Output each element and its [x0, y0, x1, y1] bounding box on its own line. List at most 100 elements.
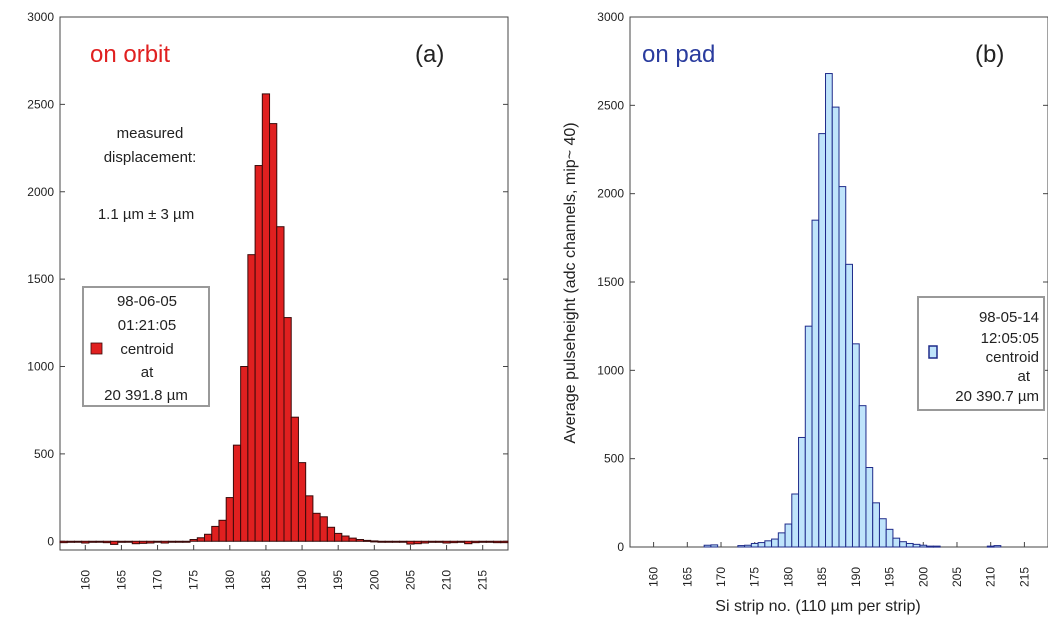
legend-time: 12:05:05	[981, 330, 1039, 347]
histogram-bar	[757, 542, 766, 548]
histogram-bar	[500, 540, 509, 544]
histogram-bar	[471, 540, 480, 544]
histogram-bar	[232, 444, 242, 542]
histogram-bar	[131, 540, 140, 545]
y-tick-label: 2500	[597, 98, 624, 112]
y-tick-labels: 0 500 1000 1500 2000 2500 3000	[27, 10, 54, 548]
x-tick-label: 165	[680, 567, 694, 587]
histogram-bar	[269, 123, 278, 542]
histogram-bar	[919, 544, 928, 548]
legend-frame	[917, 296, 1045, 411]
legend-time: 01:21:05	[118, 317, 176, 334]
x-tick-label: 210	[984, 567, 998, 587]
legend-date: 98-06-05	[117, 293, 177, 310]
histogram-bars	[59, 93, 509, 545]
histogram-bar	[804, 325, 813, 548]
annotation-line-1: measured	[117, 125, 184, 142]
x-tick-labels: 160 165 170 175 180 185 190 195 200 205 210 215	[78, 570, 489, 590]
histogram-bar	[225, 497, 234, 542]
histogram-bar	[66, 540, 75, 543]
legend-at: at	[1017, 368, 1030, 385]
histogram-bar	[485, 540, 495, 543]
legend-value: 20 391.8 µm	[104, 387, 188, 404]
histogram-bar	[818, 133, 827, 548]
histogram-bar	[261, 93, 271, 542]
annotation-line-3: 1.1 µm ± 3 µm	[98, 206, 194, 223]
histogram-bar	[899, 541, 907, 548]
histogram-bar	[798, 436, 806, 548]
histogram-bar	[196, 537, 206, 542]
y-tick-label: 3000	[27, 10, 54, 24]
histogram-bar	[420, 540, 430, 544]
histogram-bar	[247, 254, 256, 542]
histogram-bar	[865, 467, 874, 548]
panel-tag: (a)	[415, 41, 444, 68]
x-tick-label: 205	[403, 570, 417, 590]
histogram-bar	[81, 540, 90, 544]
histogram-bar	[993, 545, 1002, 548]
x-tick-labels: 160 165 170 175 180 185 190 195 200 205 210 215	[647, 567, 1032, 587]
histogram-bar	[750, 542, 759, 548]
legend-label: centroid	[120, 341, 173, 358]
histogram-bar	[737, 545, 746, 548]
x-tick-label: 215	[1017, 567, 1031, 587]
legend-date: 98-05-14	[979, 309, 1039, 326]
histogram-bar	[88, 540, 97, 543]
x-tick-label: 185	[259, 570, 273, 590]
histogram-bar	[153, 540, 162, 543]
histogram-bar	[703, 544, 712, 548]
x-tick-label: 180	[781, 567, 795, 587]
histogram-bar	[276, 226, 285, 542]
x-tick-label: 210	[440, 570, 454, 590]
histogram-bar	[926, 545, 934, 548]
histogram-bar	[319, 516, 328, 542]
x-tick-label: 180	[223, 570, 237, 590]
y-tick-label: 0	[617, 540, 624, 554]
histogram-bar	[710, 544, 719, 548]
histogram-bar	[348, 537, 357, 542]
legend-label: centroid	[986, 349, 1039, 366]
histogram-bar	[110, 540, 119, 545]
histogram-bar	[326, 526, 336, 542]
y-tick-label: 0	[47, 534, 54, 548]
panel-title: on orbit	[90, 41, 170, 68]
histogram-bar	[449, 540, 458, 544]
histogram-bar	[95, 540, 104, 543]
y-tick-label: 2500	[27, 97, 54, 111]
y-tick-label: 2000	[597, 187, 624, 201]
y-tick-label: 1000	[27, 360, 54, 374]
histogram-bar	[435, 540, 444, 543]
histogram-bar	[791, 493, 800, 548]
histogram-bar	[305, 495, 314, 542]
y-tick-label: 500	[34, 447, 54, 461]
y-tick-label: 3000	[597, 10, 624, 24]
histogram-bar	[777, 532, 786, 548]
y-tick-label: 500	[604, 452, 624, 466]
x-tick-label: 160	[78, 570, 92, 590]
histogram-bar	[370, 540, 379, 543]
x-tick-label: 170	[151, 570, 165, 590]
histogram-bar	[312, 512, 321, 542]
x-tick-label: 200	[367, 570, 381, 590]
histogram-bar	[290, 416, 299, 542]
legend-swatch	[928, 345, 938, 359]
legend-swatch	[90, 342, 103, 355]
histogram-bar	[932, 545, 941, 548]
histogram-bar	[912, 543, 921, 548]
histogram-bar	[362, 539, 372, 542]
y-tick-label: 1000	[597, 363, 624, 377]
y-tick-label: 1500	[27, 272, 54, 286]
panel-title: on pad	[642, 41, 715, 68]
histogram-bar	[240, 366, 249, 542]
histogram-bar	[117, 540, 126, 543]
histogram-bar	[456, 540, 466, 543]
histogram-bar	[878, 518, 887, 548]
x-tick-label: 200	[916, 567, 930, 587]
x-tick-label: 185	[815, 567, 829, 587]
legend-box: 98-06-05 01:21:05 centroid at 20 391.8 µ…	[82, 286, 210, 407]
x-tick-label: 160	[647, 567, 661, 587]
y-tick-label: 1500	[597, 275, 624, 289]
histogram-bar	[355, 539, 364, 542]
x-tick-label: 175	[187, 570, 201, 590]
